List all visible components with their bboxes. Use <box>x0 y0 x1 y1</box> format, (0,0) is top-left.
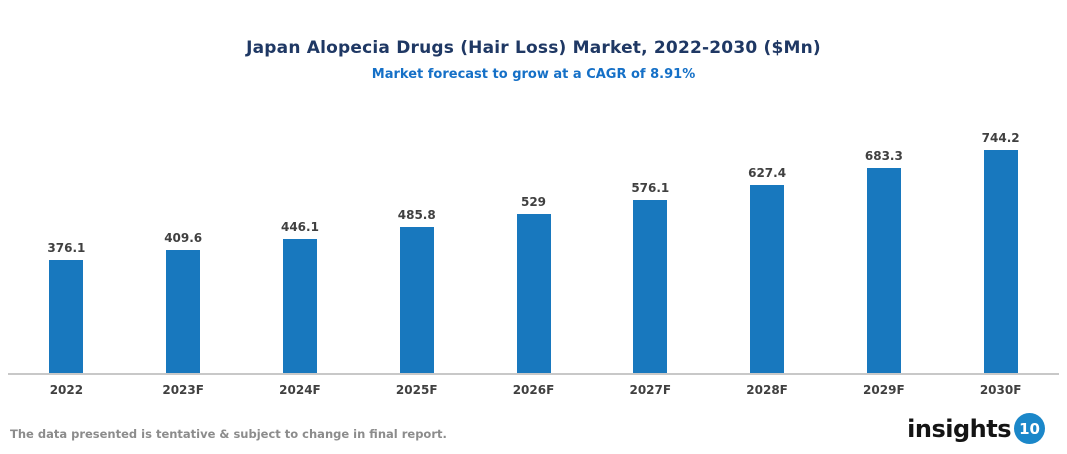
bar <box>516 214 551 373</box>
x-axis-tick-label: 2023F <box>162 383 204 397</box>
chart-subtitle: Market forecast to grow at a CAGR of 8.9… <box>371 67 696 82</box>
bar-column: 529 <box>475 195 592 373</box>
plot-area: 376.1 409.6 446.1 485.8 529 576.1 627.4 683.3 74… <box>8 130 1059 375</box>
bar <box>166 250 201 373</box>
bar <box>49 260 84 373</box>
bar <box>282 239 317 373</box>
logo-badge: 10 <box>1014 413 1045 444</box>
x-axis-tick-label: 2025F <box>395 383 438 397</box>
bar <box>983 150 1018 373</box>
bar-value-label: 529 <box>520 195 547 209</box>
x-axis-labels: 2022 2023F 2024F 2025F 2026F 2027F 2028F 2029F 2… <box>8 375 1059 397</box>
bar-chart: 376.1 409.6 446.1 485.8 529 576.1 627.4 683.3 74… <box>8 130 1059 397</box>
bar-value-label: 485.8 <box>397 208 436 222</box>
insights10-logo: insights 10 <box>907 413 1045 444</box>
x-axis-tick-label: 2030F <box>979 383 1022 397</box>
bar-value-label: 409.6 <box>164 231 203 245</box>
bar-column: 446.1 <box>242 220 359 373</box>
x-axis-tick-label: 2028F <box>746 383 788 397</box>
footer-disclaimer: The data presented is tentative & subjec… <box>10 427 447 441</box>
bar-value-label: 683.3 <box>864 149 903 163</box>
bar-value-label: 576.1 <box>631 181 670 195</box>
bar-column: 485.8 <box>358 208 475 373</box>
bar-column: 576.1 <box>592 181 709 373</box>
bar <box>750 185 785 373</box>
bar <box>399 227 434 373</box>
x-axis-tick-label: 2022 <box>49 383 84 397</box>
bar-value-label: 376.1 <box>47 241 86 255</box>
bar-column: 744.2 <box>942 131 1059 373</box>
bar-value-label: 627.4 <box>748 166 787 180</box>
bar-value-label: 446.1 <box>280 220 319 234</box>
bar-column: 376.1 <box>8 241 125 373</box>
x-axis-tick-label: 2029F <box>863 383 905 397</box>
x-axis-tick-label: 2027F <box>629 383 672 397</box>
bar-value-label: 744.2 <box>981 131 1020 145</box>
logo-text: insights <box>907 414 1011 443</box>
bar <box>866 168 901 373</box>
bar-column: 409.6 <box>125 231 242 373</box>
bar <box>633 200 668 373</box>
chart-title: Japan Alopecia Drugs (Hair Loss) Market,… <box>246 38 821 58</box>
bar-column: 683.3 <box>825 149 942 373</box>
x-axis-tick-label: 2024F <box>279 383 321 397</box>
bar-column: 627.4 <box>709 166 826 373</box>
x-axis-tick-label: 2026F <box>512 383 555 397</box>
